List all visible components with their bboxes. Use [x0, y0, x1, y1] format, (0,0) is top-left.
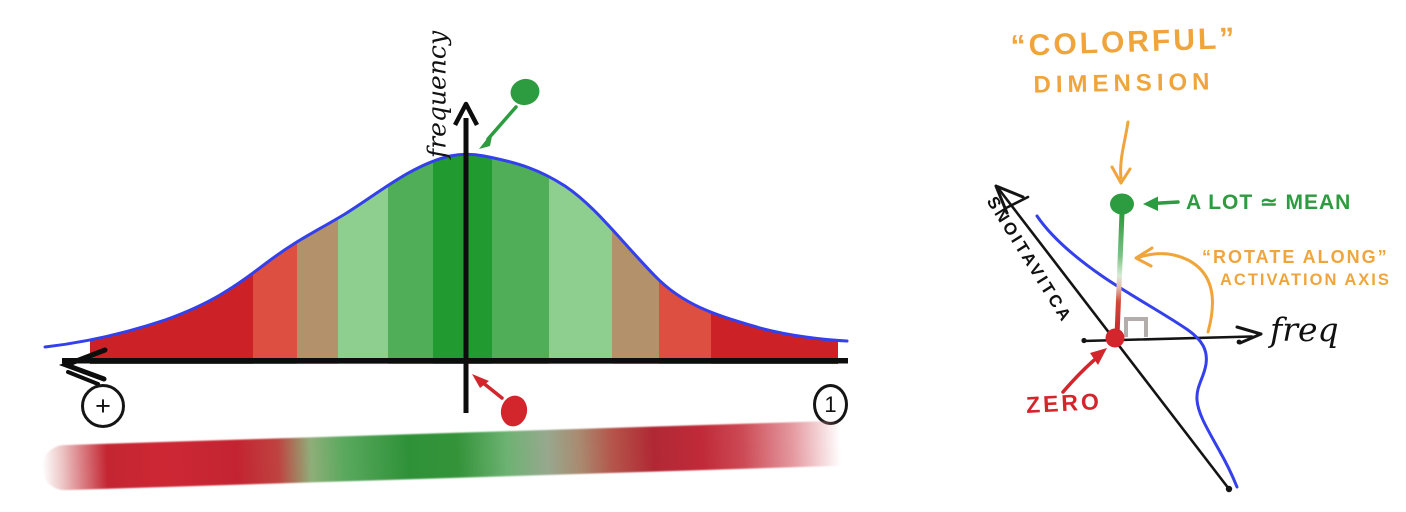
x-axis-left-arrowhead [58, 347, 108, 382]
stripe-dark-green-center [433, 154, 492, 364]
green-dot [510, 78, 540, 106]
colorful-dimension-line [1114, 210, 1125, 339]
rotate-annotation-line2: ACTIVATION AXIS [1220, 271, 1391, 289]
red-dot-arrow [480, 380, 504, 400]
y-axis [463, 118, 469, 413]
red-dot [500, 395, 528, 427]
stripe-mid-green-right [492, 154, 549, 364]
freq-axis-tick-dot [1236, 339, 1242, 345]
x-axis-arrow-stroke [66, 370, 100, 386]
dimension-title: DIMENSION [1033, 68, 1215, 99]
red-dot [1105, 328, 1125, 348]
red-arrowhead [472, 374, 489, 388]
green-dot-arrow [486, 105, 518, 141]
freq-axis-label: freq [1270, 310, 1339, 349]
stripe-mid-green-left [388, 154, 433, 364]
x-axis [62, 358, 848, 364]
rotated-curve [1035, 214, 1239, 489]
mean-annotation: A LOT ≃ MEAN [1186, 191, 1352, 214]
rotate-arc-arrow [1138, 252, 1214, 334]
right-angle-marker [1124, 317, 1148, 337]
rotate-arc-arrowhead [1134, 246, 1154, 268]
zero-label: ZERO [1025, 388, 1103, 418]
circled-one-symbol: 1 [813, 384, 848, 425]
activations-axis-end-dot [1225, 485, 1233, 493]
rotate-annotation-line1: “ROTATE ALONG” [1202, 247, 1389, 267]
zero-arrowhead [1090, 348, 1107, 365]
freq-axis-arrowhead [1235, 325, 1263, 345]
y-axis-label: frequency [422, 30, 452, 159]
circled-plus-symbol: + [81, 384, 125, 428]
zero-arrow [1061, 353, 1102, 394]
y-axis-arrowhead [453, 101, 479, 127]
title-arrow [1119, 120, 1130, 180]
activations-axis-double-stroke [1004, 195, 1030, 210]
freq-axis-left-dot [1081, 337, 1087, 344]
title-arrowhead [1110, 165, 1132, 185]
green-arrowhead [479, 131, 493, 149]
green-dot [1110, 193, 1134, 215]
mean-arrowhead [1143, 196, 1158, 211]
